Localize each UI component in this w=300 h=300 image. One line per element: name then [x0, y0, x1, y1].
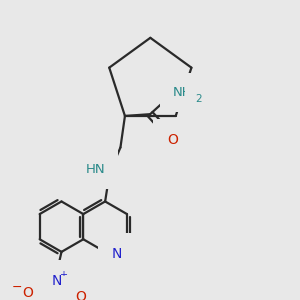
Text: 2: 2 — [195, 94, 202, 104]
Text: HN: HN — [85, 163, 105, 176]
Text: −: − — [12, 280, 22, 293]
Text: +: + — [59, 270, 67, 280]
Text: O: O — [23, 286, 34, 300]
Text: O: O — [75, 290, 86, 300]
Text: O: O — [167, 133, 178, 147]
Text: N: N — [111, 247, 122, 261]
Text: NH: NH — [173, 86, 192, 99]
Text: N: N — [52, 274, 62, 288]
